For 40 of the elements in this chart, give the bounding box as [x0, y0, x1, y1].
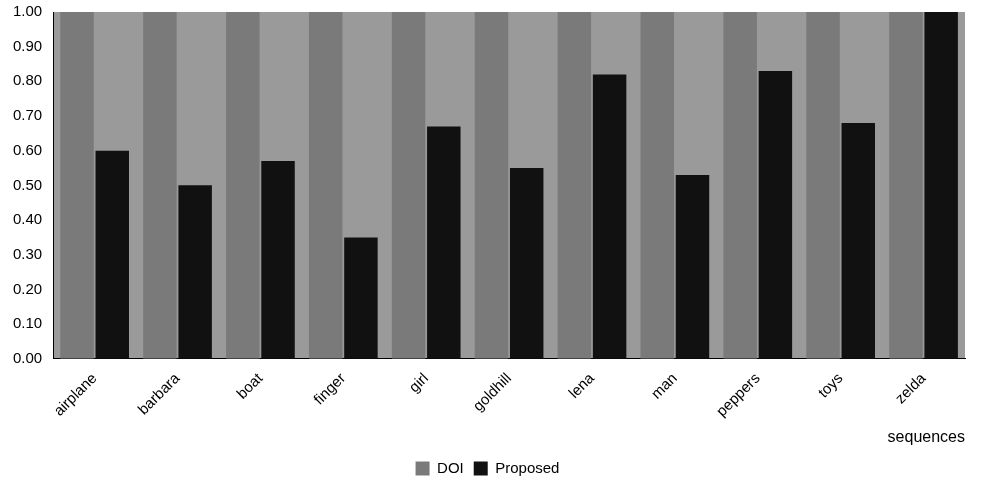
y-tick-label: 0.70: [12, 106, 43, 124]
bar: [60, 12, 94, 359]
y-tick-label: 0.00: [12, 348, 43, 366]
bar: [841, 122, 876, 359]
bar: [889, 12, 923, 359]
y-tick-label: 0.30: [12, 244, 43, 262]
bar: [723, 12, 757, 359]
bar: [675, 174, 710, 359]
bar: [640, 12, 674, 359]
bar: [806, 12, 840, 359]
bar: [178, 185, 212, 359]
y-tick-label: 0.50: [12, 175, 43, 193]
bar: [95, 150, 129, 359]
bar: [509, 168, 544, 359]
bar: [143, 12, 177, 359]
y-tick-label: 0.80: [12, 71, 43, 89]
bar: [592, 74, 627, 359]
bar: [391, 12, 426, 359]
bar: [261, 161, 295, 359]
bar: [924, 12, 958, 359]
x-axis-title: sequences: [887, 427, 965, 445]
y-tick-label: 0.90: [12, 36, 43, 54]
y-tick-label: 0.40: [12, 210, 43, 228]
x-tick-label: lena: [564, 368, 598, 402]
y-tick-label: 0.10: [12, 314, 43, 332]
x-tick-label: man: [647, 369, 680, 402]
y-tick-label: 0.20: [12, 279, 43, 297]
bar: [308, 12, 343, 359]
bar: [226, 12, 260, 359]
x-tick-label: toys: [814, 369, 846, 401]
legend-label: DOI: [437, 458, 464, 476]
y-tick-label: 0.60: [12, 140, 43, 158]
bar: [344, 237, 378, 359]
bar: [557, 12, 592, 359]
bar: [427, 126, 461, 359]
bar: [758, 70, 793, 359]
x-tick-label: girl: [405, 369, 432, 396]
y-tick-label: 1.00: [12, 2, 43, 20]
legend-label: Proposed: [495, 458, 560, 476]
bar: [474, 12, 509, 359]
